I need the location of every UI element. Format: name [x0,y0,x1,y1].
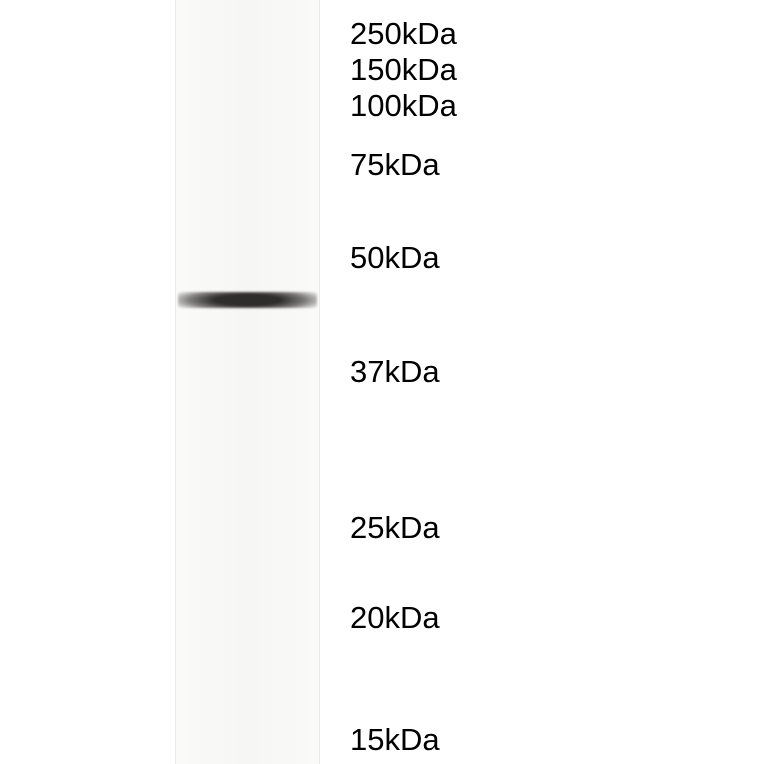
protein-band [178,292,317,308]
mw-marker-label: 150kDa [350,52,457,88]
mw-marker-label: 100kDa [350,88,457,124]
mw-marker-label: 50kDa [350,240,440,276]
blot-lane [175,0,320,764]
mw-marker-label: 250kDa [350,16,457,52]
mw-marker-label: 25kDa [350,510,440,546]
western-blot-figure: 250kDa150kDa100kDa 75kDa 50kDa 37kDa 25kDa 20… [0,0,764,764]
lane-left-edge [175,0,176,764]
lane-right-edge [319,0,320,764]
mw-marker-label: 75kDa [350,147,440,183]
mw-marker-label: 15kDa [350,722,440,758]
mw-marker-label: 20kDa [350,600,440,636]
mw-marker-label: 37kDa [350,354,440,390]
